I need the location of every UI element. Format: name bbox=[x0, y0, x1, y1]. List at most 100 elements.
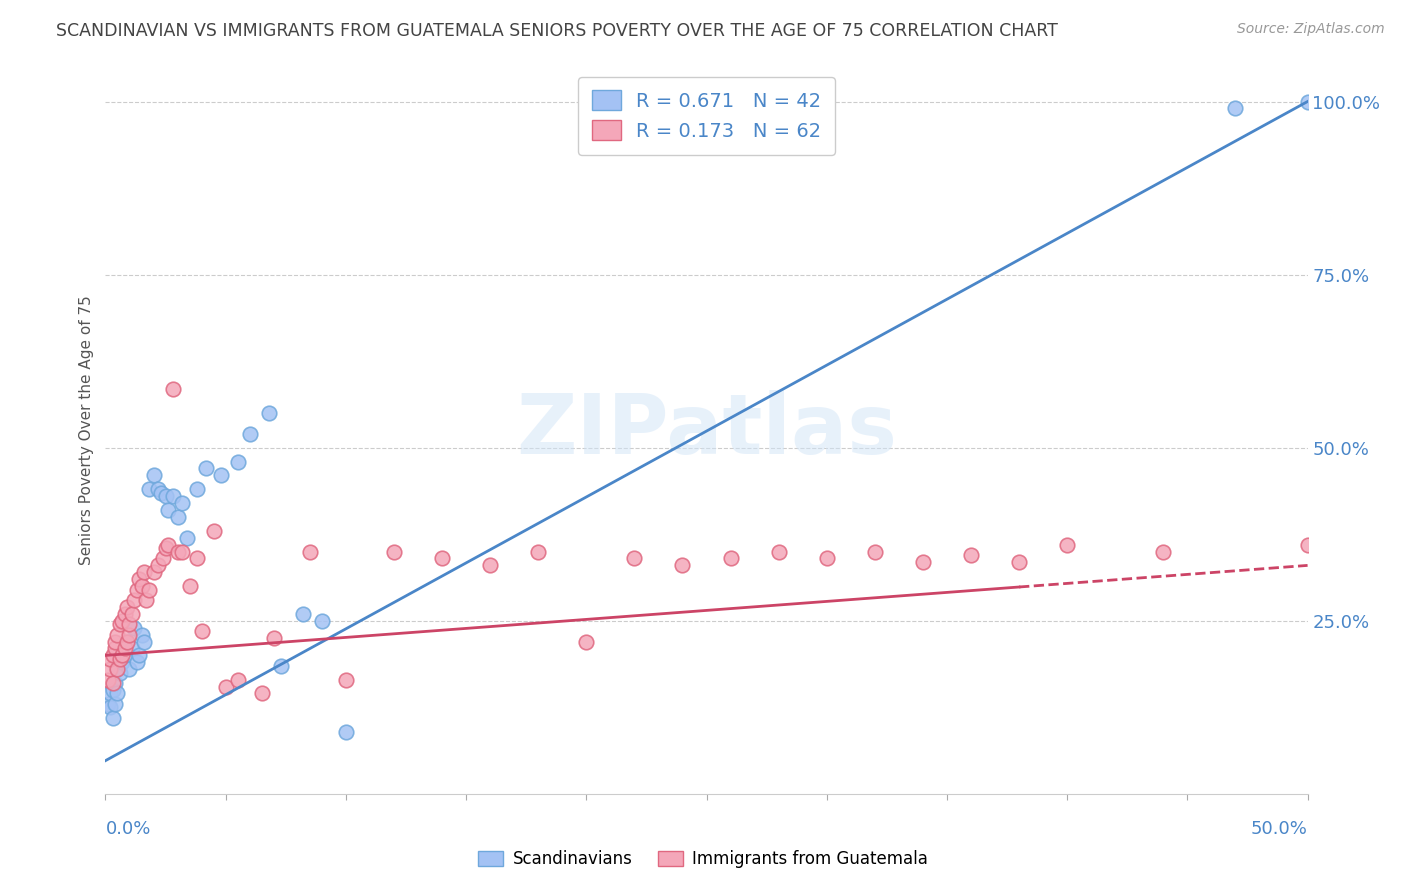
Point bbox=[172, 496, 194, 510]
Point bbox=[479, 558, 502, 573]
Point bbox=[121, 641, 143, 656]
Text: Source: ZipAtlas.com: Source: ZipAtlas.com bbox=[1237, 22, 1385, 37]
Text: SCANDINAVIAN VS IMMIGRANTS FROM GUATEMALA SENIORS POVERTY OVER THE AGE OF 75 COR: SCANDINAVIAN VS IMMIGRANTS FROM GUATEMAL… bbox=[56, 22, 1059, 40]
Point bbox=[863, 544, 886, 558]
Point bbox=[911, 555, 934, 569]
Point bbox=[149, 485, 172, 500]
Point bbox=[1008, 555, 1031, 569]
Point bbox=[118, 617, 141, 632]
Point bbox=[1225, 102, 1247, 116]
Point bbox=[1296, 538, 1319, 552]
Point bbox=[115, 634, 138, 648]
Point bbox=[98, 662, 121, 676]
Point bbox=[156, 538, 179, 552]
Point bbox=[111, 656, 134, 670]
Point bbox=[166, 544, 188, 558]
Point bbox=[430, 551, 453, 566]
Point bbox=[125, 656, 148, 670]
Point bbox=[239, 426, 262, 441]
Point bbox=[111, 648, 134, 663]
Point bbox=[104, 641, 127, 656]
Point bbox=[138, 582, 160, 597]
Point bbox=[101, 648, 124, 663]
Point bbox=[107, 627, 129, 641]
Point bbox=[138, 482, 160, 496]
Point bbox=[202, 524, 225, 538]
Point bbox=[104, 634, 127, 648]
Point bbox=[128, 572, 150, 586]
Point bbox=[186, 482, 208, 496]
Legend: R = 0.671   N = 42, R = 0.173   N = 62: R = 0.671 N = 42, R = 0.173 N = 62 bbox=[578, 77, 835, 154]
Point bbox=[115, 599, 138, 614]
Point bbox=[148, 482, 170, 496]
Point bbox=[125, 582, 148, 597]
Point bbox=[166, 510, 188, 524]
Y-axis label: Seniors Poverty Over the Age of 75: Seniors Poverty Over the Age of 75 bbox=[79, 295, 94, 566]
Point bbox=[148, 558, 170, 573]
Text: 0.0%: 0.0% bbox=[105, 820, 150, 838]
Point bbox=[226, 673, 249, 687]
Point bbox=[156, 503, 179, 517]
Point bbox=[101, 676, 124, 690]
Point bbox=[114, 648, 136, 663]
Point bbox=[257, 406, 280, 420]
Point bbox=[960, 548, 983, 562]
Point bbox=[121, 607, 143, 621]
Point bbox=[1056, 538, 1078, 552]
Point bbox=[195, 461, 218, 475]
Point bbox=[97, 673, 120, 687]
Point bbox=[107, 686, 129, 700]
Point bbox=[142, 566, 165, 580]
Point bbox=[111, 614, 134, 628]
Point bbox=[250, 686, 273, 700]
Point bbox=[162, 382, 184, 396]
Point bbox=[115, 634, 138, 648]
Point bbox=[623, 551, 645, 566]
Point bbox=[311, 614, 333, 628]
Point bbox=[575, 634, 598, 648]
Point bbox=[270, 658, 292, 673]
Point bbox=[382, 544, 405, 558]
Point bbox=[179, 579, 201, 593]
Point bbox=[298, 544, 321, 558]
Point bbox=[1152, 544, 1174, 558]
Point bbox=[263, 631, 285, 645]
Text: ZIPatlas: ZIPatlas bbox=[516, 390, 897, 471]
Point bbox=[135, 593, 157, 607]
Point bbox=[172, 544, 194, 558]
Point bbox=[108, 652, 131, 666]
Point bbox=[186, 551, 208, 566]
Point bbox=[335, 673, 357, 687]
Point bbox=[97, 697, 120, 711]
Point bbox=[155, 541, 177, 555]
Point bbox=[155, 489, 177, 503]
Point bbox=[142, 468, 165, 483]
Point bbox=[209, 468, 232, 483]
Point bbox=[118, 662, 141, 676]
Point bbox=[291, 607, 314, 621]
Point bbox=[108, 665, 131, 680]
Point bbox=[104, 697, 127, 711]
Point bbox=[720, 551, 742, 566]
Point bbox=[101, 683, 124, 698]
Point bbox=[527, 544, 550, 558]
Point bbox=[815, 551, 838, 566]
Point bbox=[176, 531, 198, 545]
Point bbox=[132, 566, 155, 580]
Point bbox=[152, 551, 174, 566]
Point bbox=[768, 544, 790, 558]
Point bbox=[128, 648, 150, 663]
Point bbox=[98, 652, 121, 666]
Point bbox=[335, 724, 357, 739]
Point bbox=[214, 680, 236, 694]
Text: 50.0%: 50.0% bbox=[1251, 820, 1308, 838]
Point bbox=[114, 607, 136, 621]
Point bbox=[124, 593, 146, 607]
Point bbox=[162, 489, 184, 503]
Point bbox=[108, 617, 131, 632]
Point bbox=[114, 641, 136, 656]
Point bbox=[226, 454, 249, 468]
Point bbox=[1296, 95, 1319, 109]
Point bbox=[107, 662, 129, 676]
Point bbox=[107, 662, 129, 676]
